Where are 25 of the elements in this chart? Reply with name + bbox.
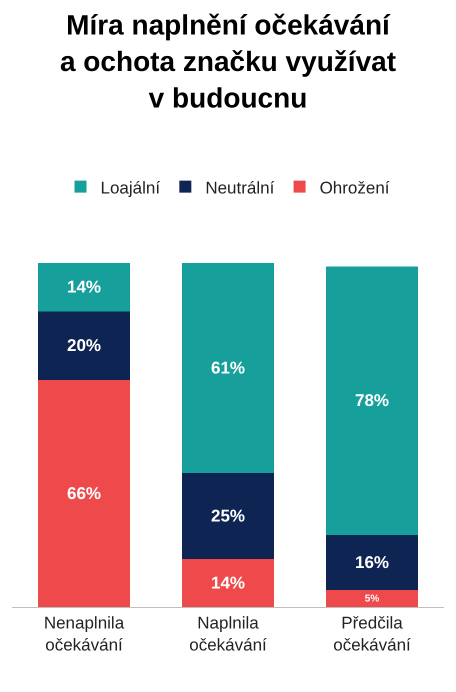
x-tick-label: Naplnila očekávání xyxy=(189,613,268,654)
bar xyxy=(182,558,274,607)
bar xyxy=(326,266,418,535)
legend-label: Loajální xyxy=(100,178,160,198)
x-tick-label: Nenaplnila očekávání xyxy=(44,613,125,654)
bar xyxy=(38,380,130,607)
data-label: 5% xyxy=(364,594,380,605)
bar xyxy=(182,472,274,559)
bar xyxy=(182,263,274,473)
data-label: 25% xyxy=(210,506,246,526)
bar xyxy=(326,534,418,590)
data-label: 14% xyxy=(66,278,102,297)
data-label: 61% xyxy=(210,358,246,378)
data-label: 20% xyxy=(66,336,102,356)
data-label: 66% xyxy=(66,484,102,504)
legend-label: Ohrožení xyxy=(320,178,390,198)
bar xyxy=(38,311,130,380)
data-label: 78% xyxy=(354,391,390,410)
chart-title: Míra naplnění očekávání a ochota značku využívat v budoucnu xyxy=(60,10,396,114)
bar xyxy=(38,263,130,312)
x-tick-label: Předčila očekávání xyxy=(333,613,412,654)
data-label: 16% xyxy=(354,552,390,572)
legend-label: Neutrální xyxy=(205,178,275,198)
bar xyxy=(326,590,418,607)
data-label: 14% xyxy=(210,573,246,592)
